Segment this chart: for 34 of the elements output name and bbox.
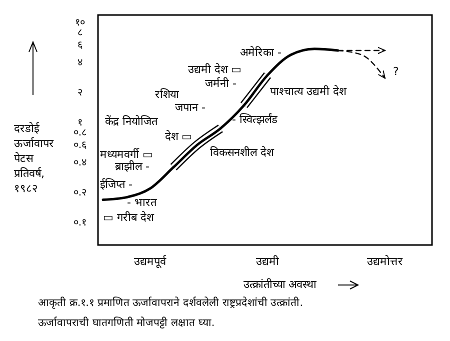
- annotation: - स्वित्झर्लंड: [232, 113, 278, 126]
- x-tick-label: उद्यमपूर्व: [134, 255, 167, 269]
- x-tick-label: उद्यमी: [256, 255, 279, 268]
- y-tick-label: ०.४: [73, 157, 87, 168]
- annotation: - भारत: [127, 196, 158, 210]
- y-tick-label: ०.८: [73, 127, 87, 138]
- annotation: उद्यमी देश ▭: [188, 63, 242, 76]
- y-tick-label: ०.१: [73, 218, 87, 229]
- annotation: केंद्र नियोजित: [105, 115, 158, 128]
- annotation: रशिया: [155, 88, 179, 102]
- annotation: ▭ गरीब देश: [103, 211, 154, 224]
- x-axis-title: उत्क्रांतीच्या अवस्था: [243, 278, 317, 292]
- y-tick-label: १०: [75, 18, 85, 29]
- annotation: ब्राझील -: [115, 160, 150, 174]
- y-tick-label: ८: [78, 27, 82, 38]
- y-tick-label: ०.२: [73, 187, 87, 198]
- annotation: ईजिप्त -: [100, 178, 132, 192]
- annotation: पाश्चात्य उद्यमी देश: [270, 85, 347, 98]
- y-tick-label: ०.६: [73, 140, 87, 151]
- y-axis-title: दरडोई ऊर्जावापर पेटस प्रतिवर्ष, १९८२: [14, 122, 54, 195]
- annotation: जपान -: [175, 101, 206, 114]
- text: ऊर्जावापराची घातगणिती मोजपट्टी लक्षात घ्या.: [38, 316, 215, 329]
- y-tick-label: १: [78, 118, 82, 129]
- annotation: ?: [393, 65, 399, 78]
- annotation: अमेरिका -: [240, 46, 282, 60]
- y-tick-label: ४: [78, 57, 82, 68]
- y-tick-label: ६: [78, 40, 82, 51]
- annotation: देश ▭: [165, 130, 192, 144]
- y-tick-label: २: [78, 88, 82, 99]
- x-tick-label: उद्यमोत्तर: [367, 255, 403, 268]
- text: आकृती क्र.१.१ प्रमाणित ऊर्जावापराने दर्शवलेली राष्ट्रप्रदेशांची उत्क्रांती.: [38, 296, 304, 309]
- annotation: मध्यमवर्गी ▭: [100, 148, 153, 162]
- annotation: विकसनशील देश: [210, 146, 274, 160]
- annotation: जर्मनी -: [205, 77, 236, 90]
